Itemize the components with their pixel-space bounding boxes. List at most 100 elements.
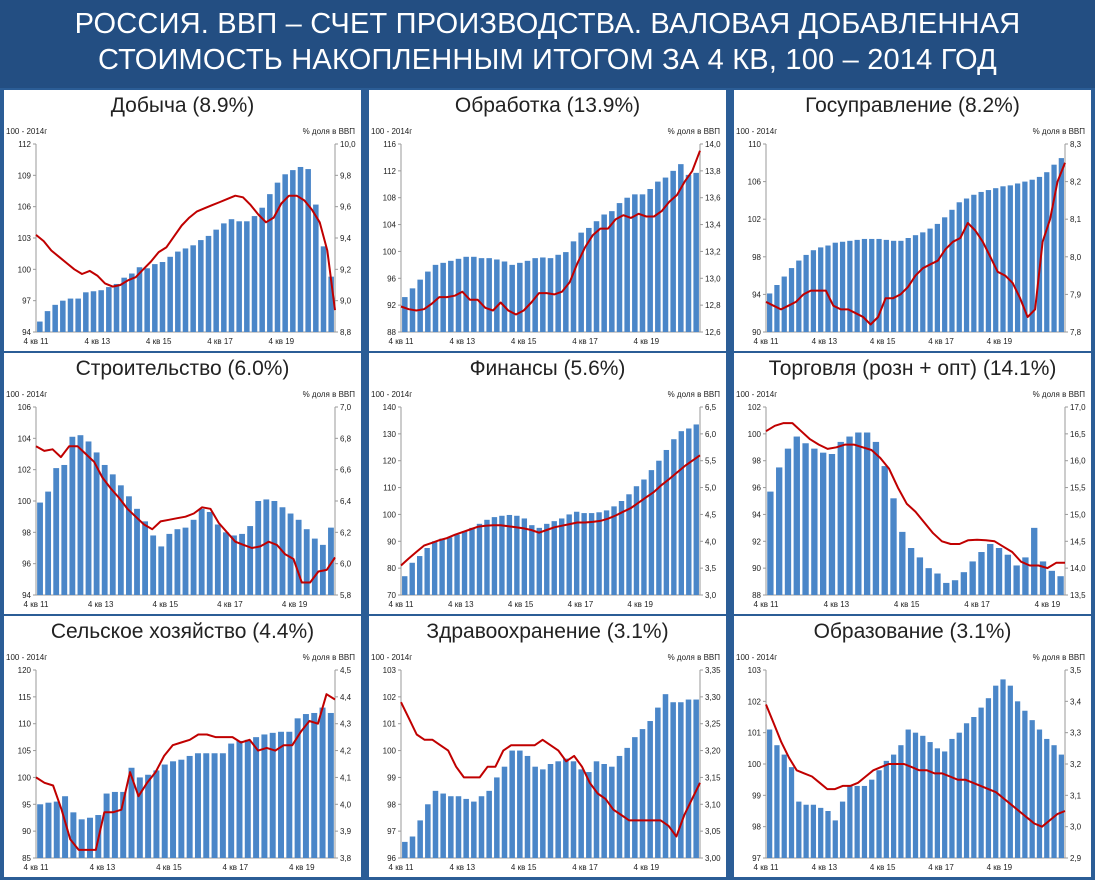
left-tick-label: 70: [387, 591, 396, 600]
chart-title: Госуправление (8.2%): [734, 90, 1091, 122]
bar: [609, 766, 615, 858]
right-tick-label: 8,2: [1070, 178, 1082, 187]
bar: [678, 702, 684, 858]
x-tick-label: 4 кв 11: [754, 863, 780, 872]
left-tick-label: 98: [22, 528, 31, 537]
chart-panel-manufacturing: Обработка (13.9%) 100 - 2014г % доля в ВВ…: [369, 90, 726, 351]
chart-title: Добыча (8.9%): [4, 90, 361, 122]
left-tick-label: 104: [383, 221, 397, 230]
left-tick-label: 100: [18, 265, 32, 274]
chart-title: Обработка (13.9%): [369, 90, 726, 122]
bar: [499, 515, 505, 595]
chart-panel-education: Образование (3.1%) 100 - 2014г % доля в В…: [734, 616, 1091, 877]
bar: [934, 223, 941, 332]
left-tick-label: 101: [383, 720, 397, 729]
bar: [616, 203, 623, 332]
bar: [876, 238, 882, 332]
x-tick-label: 4 кв 17: [217, 600, 243, 609]
bar: [788, 268, 795, 332]
bar: [547, 764, 554, 858]
left-axis-label: 100 - 2014г: [736, 653, 777, 662]
bar: [311, 712, 318, 858]
bar: [128, 767, 135, 858]
bar: [69, 436, 76, 595]
bar: [1058, 754, 1064, 858]
bar: [547, 258, 554, 332]
bar: [1004, 554, 1012, 595]
x-tick-label: 4 кв 19: [289, 863, 315, 872]
right-tick-label: 13,5: [1070, 591, 1086, 600]
bar: [269, 732, 276, 858]
bar: [693, 172, 699, 332]
left-tick-label: 115: [18, 693, 31, 702]
bar: [113, 283, 120, 332]
left-tick-label: 101: [748, 729, 762, 738]
bar: [86, 817, 93, 858]
bar: [454, 534, 460, 595]
bar: [159, 262, 166, 332]
bar: [671, 439, 677, 595]
chart-mining: 100 - 2014г % доля в ВВП 94 97 100 103 106 109 1…: [6, 127, 356, 346]
bar: [678, 431, 685, 595]
bar: [566, 514, 572, 595]
bar: [869, 238, 875, 332]
chart-agriculture: 100 - 2014г % доля в ВВП 85 90 95 100 105 110 11…: [6, 653, 355, 872]
bar: [439, 538, 445, 595]
left-tick-label: 99: [387, 773, 396, 782]
bar: [417, 820, 423, 858]
bar: [101, 464, 108, 595]
right-tick-label: 14,0: [705, 140, 721, 149]
left-tick-label: 97: [752, 854, 761, 863]
left-tick-label: 88: [752, 591, 761, 600]
left-tick-label: 98: [752, 457, 761, 466]
bar: [832, 820, 838, 858]
bar: [593, 221, 600, 332]
left-tick-label: 102: [18, 466, 32, 475]
bar: [1007, 685, 1013, 858]
left-tick-label: 85: [22, 854, 31, 863]
chart-construction: 100 - 2014г % доля в ВВП 94 96 98 100 102 104 10…: [6, 390, 355, 609]
bar: [890, 754, 897, 858]
bar: [890, 498, 897, 595]
bar: [802, 443, 809, 595]
left-tick-label: 96: [22, 560, 31, 569]
left-tick-label: 112: [18, 140, 31, 149]
right-tick-label: 7,9: [1070, 290, 1082, 299]
bar: [670, 170, 676, 332]
bar: [942, 751, 948, 858]
bar: [927, 742, 933, 858]
left-tick-label: 103: [748, 666, 762, 675]
x-tick-label: 4 кв 11: [389, 337, 415, 346]
bar: [588, 513, 595, 595]
bar: [544, 523, 550, 595]
bar: [37, 321, 43, 332]
right-tick-label: 6,0: [340, 560, 352, 569]
bar: [563, 758, 569, 858]
bar: [956, 732, 962, 858]
bar: [1031, 527, 1038, 595]
left-tick-label: 94: [22, 328, 31, 337]
bar: [647, 721, 653, 858]
bar: [98, 290, 104, 332]
x-tick-label: 4 кв 19: [1035, 600, 1061, 609]
right-axis-label: % доля в ВВП: [1033, 390, 1086, 399]
chart-manufacturing: 100 - 2014г % доля в ВВП 88 92 96 100 104 108 11…: [371, 127, 721, 346]
bar: [295, 519, 302, 595]
bar: [484, 519, 490, 595]
bar: [134, 508, 140, 595]
bar: [581, 513, 587, 595]
bar: [303, 529, 310, 595]
right-axis-label: % доля в ВВП: [668, 127, 721, 136]
bar: [494, 259, 500, 332]
left-tick-label: 94: [22, 591, 31, 600]
bar: [616, 755, 623, 858]
bar: [221, 223, 227, 332]
bar: [1000, 186, 1006, 332]
bar: [228, 743, 235, 858]
bar: [828, 454, 836, 595]
bar: [60, 300, 66, 332]
bar: [182, 527, 189, 595]
x-tick-label: 4 кв 17: [928, 863, 954, 872]
bar: [311, 538, 318, 595]
bar: [767, 293, 773, 332]
